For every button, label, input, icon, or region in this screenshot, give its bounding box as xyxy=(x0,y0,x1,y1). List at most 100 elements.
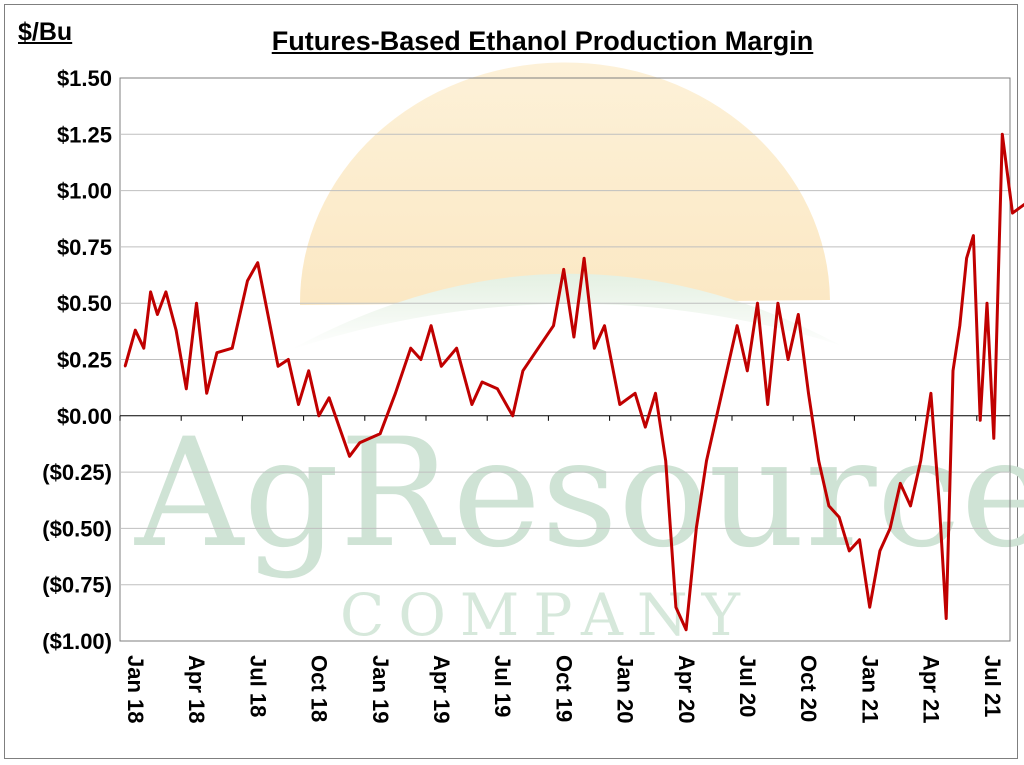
data-point xyxy=(965,257,968,260)
data-point xyxy=(951,369,955,372)
data-point xyxy=(470,403,474,406)
data-point xyxy=(164,290,168,294)
data-point xyxy=(807,392,810,395)
data-point xyxy=(409,347,412,350)
x-tick-label: Apr 20 xyxy=(674,655,699,723)
data-point xyxy=(496,387,499,390)
data-point xyxy=(368,437,372,440)
data-point xyxy=(287,358,290,361)
data-point xyxy=(142,347,145,350)
data-point xyxy=(972,234,975,237)
data-point xyxy=(480,380,484,384)
y-tick-label: $1.50 xyxy=(57,66,112,91)
data-point xyxy=(205,392,208,395)
data-point xyxy=(868,606,871,609)
x-tick-label: Jan 21 xyxy=(857,655,882,724)
data-point xyxy=(266,313,270,316)
x-tick-label: Jul 21 xyxy=(980,655,1005,717)
data-point xyxy=(185,387,188,390)
data-point xyxy=(338,425,341,429)
data-point xyxy=(358,441,361,444)
data-point xyxy=(929,392,933,395)
data-point xyxy=(735,324,739,327)
x-axis-tick-labels: Jan 18 Apr 18 Jul 18 Oct 18 Jan 19 Apr 19 Jul … xyxy=(119,415,1005,724)
data-point xyxy=(979,419,982,422)
y-tick-label: $0.25 xyxy=(57,348,112,373)
data-point xyxy=(684,628,688,631)
data-point xyxy=(231,347,234,350)
y-tick-label: $0.50 xyxy=(57,291,112,316)
y-tick-label: ($0.25) xyxy=(42,460,112,485)
data-point xyxy=(317,414,321,417)
data-point xyxy=(123,365,127,368)
x-tick-label: Jul 18 xyxy=(245,655,270,717)
y-tick-label: $1.00 xyxy=(57,179,112,204)
x-tick-label: Oct 19 xyxy=(551,655,576,722)
data-point xyxy=(511,414,514,417)
watermark-sun-shape xyxy=(299,62,830,306)
data-point xyxy=(858,538,861,541)
watermark-hill-shape xyxy=(290,273,840,350)
y-tick-label: ($0.50) xyxy=(42,516,112,541)
data-point xyxy=(878,549,882,553)
data-point xyxy=(992,437,995,440)
data-point xyxy=(593,347,596,350)
data-point xyxy=(695,527,698,530)
y-tick-label: ($1.00) xyxy=(42,629,112,654)
data-point xyxy=(618,403,621,406)
y-axis-tick-labels: $1.50 $1.25 $1.00 $0.75 $0.50 $0.25 $0.00 ($0.2… xyxy=(42,66,112,654)
data-point xyxy=(945,617,948,620)
data-point xyxy=(394,392,397,395)
y-tick-label: ($0.75) xyxy=(42,573,112,598)
data-point xyxy=(756,302,759,305)
data-point xyxy=(156,313,159,316)
y-axis-unit-label: $/Bu xyxy=(18,18,73,46)
data-point xyxy=(582,257,586,260)
agresource-watermark: AgResource COMPANY xyxy=(134,62,1024,649)
data-point xyxy=(174,329,178,332)
x-tick-label: Jan 20 xyxy=(613,655,638,724)
data-point xyxy=(378,432,382,435)
data-point xyxy=(776,302,780,305)
data-point xyxy=(348,455,351,458)
data-point xyxy=(938,504,941,508)
data-point xyxy=(888,527,892,530)
data-point xyxy=(837,515,841,519)
data-point xyxy=(134,329,137,332)
data-point xyxy=(297,403,300,406)
data-point xyxy=(654,392,657,395)
gridlines xyxy=(120,133,1010,586)
margin-series xyxy=(123,132,1024,632)
data-point xyxy=(919,459,922,462)
data-point xyxy=(215,351,219,354)
data-point xyxy=(797,313,800,316)
data-point xyxy=(521,369,525,372)
data-point xyxy=(674,606,678,609)
data-point xyxy=(572,335,576,339)
data-point xyxy=(786,358,790,361)
data-point xyxy=(817,459,820,462)
data-point xyxy=(766,403,769,406)
x-tick-label: Oct 20 xyxy=(796,655,821,722)
x-tick-label: Apr 18 xyxy=(184,655,209,723)
x-tick-label: Jan 19 xyxy=(368,655,393,724)
data-point xyxy=(327,396,331,399)
data-point xyxy=(827,504,831,508)
data-point xyxy=(899,482,902,485)
x-tick-label: Jul 20 xyxy=(735,655,760,717)
data-point xyxy=(1011,211,1014,215)
data-point xyxy=(705,459,708,462)
data-point xyxy=(985,302,989,305)
data-point xyxy=(429,324,433,327)
data-point xyxy=(644,425,647,429)
y-tick-label: $0.00 xyxy=(57,404,112,429)
data-point xyxy=(307,369,310,372)
data-point xyxy=(440,365,443,368)
data-point xyxy=(455,347,458,350)
data-point xyxy=(848,549,851,553)
y-tick-label: $1.25 xyxy=(57,122,112,147)
x-tick-label: Oct 18 xyxy=(307,655,332,722)
x-tick-label: Apr 19 xyxy=(429,655,454,723)
data-point xyxy=(419,358,423,361)
